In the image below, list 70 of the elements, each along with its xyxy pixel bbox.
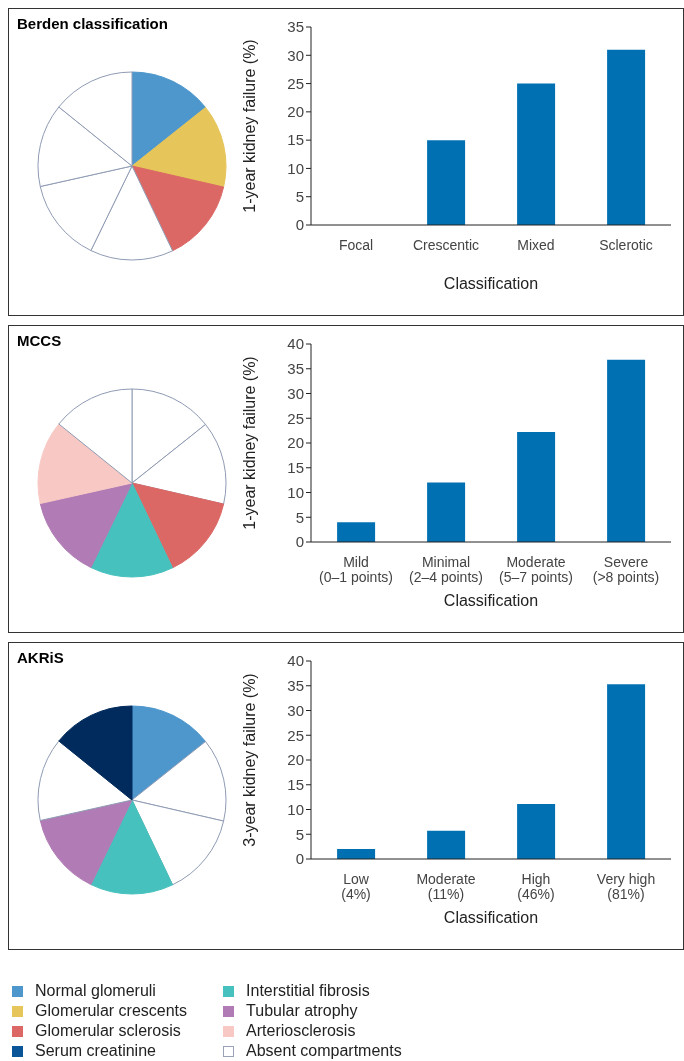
x-tick-label: Low (4%)	[341, 870, 371, 902]
x-axis-title: Classification	[443, 909, 539, 926]
x-tick-label: Crescentic	[412, 236, 480, 253]
category-label: Interstitial fibrosis	[246, 982, 370, 1000]
chart-title: Berden classification	[16, 14, 169, 34]
y-tick-label: 15	[287, 131, 304, 149]
y-tick-label: 25	[287, 74, 304, 92]
category-label: Absent compartments	[246, 1042, 402, 1060]
pie-slice	[90, 799, 174, 895]
category-label: Glomerular sclerosis	[35, 1022, 181, 1040]
category-label: Serum creatinine	[35, 1042, 156, 1060]
y-tick-label: 25	[287, 726, 304, 744]
bar	[427, 830, 466, 859]
y-tick-label: 5	[295, 825, 304, 843]
y-tick-label: 20	[287, 103, 304, 121]
x-tick-label: Focal	[338, 236, 374, 253]
bar	[517, 432, 556, 542]
y-tick-label: 40	[287, 652, 304, 670]
x-tick-label: Minimal (2–4 points)	[409, 553, 483, 585]
x-tick-label: Sclerotic	[599, 236, 653, 253]
y-tick-label: 10	[287, 800, 304, 818]
bar	[427, 482, 466, 542]
y-tick-label: 0	[295, 216, 304, 234]
x-tick-label: Mixed	[517, 236, 555, 253]
pie-slice	[58, 705, 133, 801]
bar	[517, 804, 556, 859]
y-tick-label: 35	[287, 360, 304, 378]
y-tick-label: 20	[287, 751, 304, 769]
y-tick-label: 20	[287, 434, 304, 452]
category-label: Arteriosclerosis	[246, 1022, 356, 1040]
category-label: Normal glomeruli	[35, 982, 156, 1000]
y-tick-label: 5	[295, 508, 304, 526]
y-tick-label: 35	[287, 677, 304, 695]
x-tick-label: Very high (81%)	[596, 870, 656, 902]
bar	[337, 849, 376, 859]
y-tick-label: 25	[287, 409, 304, 427]
bar	[607, 49, 646, 225]
chart-title: MCCS	[16, 331, 63, 351]
x-tick-label: High (46%)	[517, 870, 555, 902]
x-axis-title: Classification	[443, 592, 539, 609]
y-tick-label: 0	[295, 533, 304, 551]
bar	[337, 522, 376, 542]
y-tick-label: 35	[287, 18, 304, 36]
y-tick-label: 30	[287, 701, 304, 719]
bar	[517, 83, 556, 225]
x-tick-label: Severe (>8 points)	[592, 553, 660, 585]
y-tick-label: 5	[295, 188, 304, 206]
y-tick-label: 10	[287, 159, 304, 177]
y-tick-label: 15	[287, 776, 304, 794]
y-tick-label: 10	[287, 483, 304, 501]
y-tick-label: 0	[295, 850, 304, 868]
chart-title: AKRiS	[16, 648, 65, 668]
y-axis-title: 3-year kidney failure (%)	[240, 673, 258, 847]
category-label: Glomerular crescents	[35, 1002, 188, 1020]
x-tick-label: Moderate (5–7 points)	[499, 553, 573, 585]
x-tick-label: Mild (0–1 points)	[319, 553, 393, 585]
bar	[427, 140, 466, 225]
pie-slice	[131, 705, 207, 801]
y-tick-label: 30	[287, 384, 304, 402]
y-tick-label: 30	[287, 46, 304, 64]
x-tick-label: Moderate (11%)	[416, 870, 476, 902]
category-label: Tubular atrophy	[246, 1002, 358, 1020]
x-axis-title: Classification	[443, 275, 539, 292]
bar	[607, 359, 646, 542]
bar	[607, 684, 646, 859]
y-tick-label: 15	[287, 459, 304, 477]
pie-slice	[39, 799, 133, 886]
y-axis-title: 1-year kidney failure (%)	[240, 356, 258, 530]
y-axis-title: 1-year kidney failure (%)	[240, 39, 258, 213]
y-tick-label: 40	[287, 335, 304, 353]
